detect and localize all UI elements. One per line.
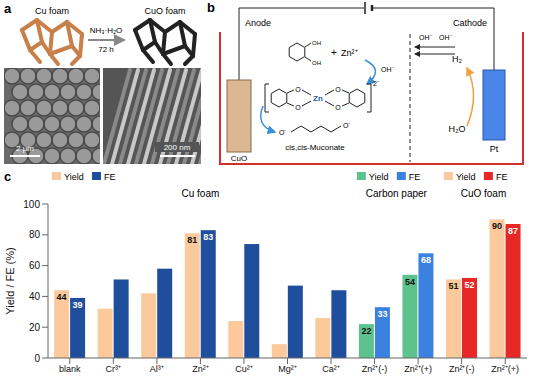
- svg-text:FE: FE: [409, 172, 421, 182]
- svg-text:39: 39: [73, 300, 83, 310]
- svg-text:81: 81: [187, 235, 197, 245]
- svg-text:FE: FE: [104, 172, 116, 182]
- svg-text:72 h: 72 h: [98, 45, 114, 54]
- svg-text:O⁻: O⁻: [343, 122, 351, 129]
- svg-text:O: O: [295, 86, 301, 93]
- svg-text:44: 44: [57, 292, 67, 302]
- svg-text:Anode: Anode: [245, 18, 271, 28]
- svg-text:Yield: Yield: [64, 172, 84, 182]
- svg-text:Zn²⁺(-): Zn²⁺(-): [362, 364, 388, 374]
- svg-text:O: O: [335, 104, 341, 111]
- svg-text:Cr³⁺: Cr³⁺: [106, 364, 122, 374]
- svg-text:a: a: [4, 1, 12, 16]
- svg-text:Carbon paper: Carbon paper: [366, 188, 428, 199]
- svg-text:Mg²⁺: Mg²⁺: [278, 364, 297, 374]
- svg-text:OH⁻: OH⁻: [419, 34, 433, 41]
- svg-text:Yield: Yield: [456, 172, 476, 182]
- svg-text:O⁻: O⁻: [279, 129, 287, 136]
- svg-text:CuO: CuO: [231, 154, 247, 163]
- svg-text:O: O: [335, 86, 341, 93]
- svg-text:O: O: [295, 104, 301, 111]
- svg-text:OH⁻: OH⁻: [381, 66, 395, 73]
- svg-text:OH: OH: [312, 40, 321, 46]
- svg-text:Zn²⁺: Zn²⁺: [192, 364, 209, 374]
- svg-text:NH₃·H₂O: NH₃·H₂O: [90, 26, 123, 35]
- svg-text:Cu foam: Cu foam: [35, 6, 69, 16]
- svg-text:Zn²⁺(+): Zn²⁺(+): [491, 364, 519, 374]
- svg-text:OH⁻: OH⁻: [439, 34, 453, 41]
- svg-text:OH: OH: [312, 60, 321, 66]
- svg-text:c: c: [4, 169, 11, 184]
- svg-text:Zn: Zn: [313, 94, 323, 103]
- svg-text:22: 22: [361, 326, 371, 336]
- svg-text:Cu²⁺: Cu²⁺: [235, 364, 253, 374]
- svg-text:52: 52: [464, 280, 474, 290]
- svg-text:90: 90: [492, 221, 502, 231]
- svg-text:+: +: [331, 47, 337, 58]
- svg-text:Ca²⁺: Ca²⁺: [322, 364, 340, 374]
- svg-text:Zn²⁺(+): Zn²⁺(+): [404, 364, 432, 374]
- svg-text:Al³⁺: Al³⁺: [150, 364, 164, 374]
- svg-text:blank: blank: [59, 364, 81, 374]
- svg-text:68: 68: [421, 255, 431, 265]
- svg-text:FE: FE: [496, 172, 508, 182]
- svg-text:Cathode: Cathode: [453, 18, 487, 28]
- svg-text:80: 80: [29, 229, 41, 240]
- svg-text:2 μm: 2 μm: [16, 144, 34, 153]
- svg-text:87: 87: [508, 226, 518, 236]
- svg-text:100: 100: [23, 199, 40, 210]
- svg-text:CuO foam: CuO foam: [461, 188, 507, 199]
- svg-text:51: 51: [448, 281, 458, 291]
- svg-text:cis,cis-Muconate: cis,cis-Muconate: [285, 143, 345, 152]
- svg-text:54: 54: [405, 277, 415, 287]
- svg-text:60: 60: [29, 260, 41, 271]
- svg-text:83: 83: [203, 232, 213, 242]
- svg-text:200 nm: 200 nm: [164, 143, 191, 152]
- svg-text:0: 0: [34, 353, 40, 364]
- svg-text:2⁻: 2⁻: [373, 80, 380, 87]
- svg-text:20: 20: [29, 322, 41, 333]
- svg-text:Zn²⁺(-): Zn²⁺(-): [449, 364, 475, 374]
- svg-text:Yield: Yield: [369, 172, 389, 182]
- svg-text:H₂: H₂: [452, 54, 462, 64]
- svg-text:Cu foam: Cu foam: [182, 188, 220, 199]
- svg-text:H₂O: H₂O: [449, 124, 466, 134]
- svg-text:Pt: Pt: [490, 144, 499, 154]
- svg-text:40: 40: [29, 291, 41, 302]
- svg-text:b: b: [207, 0, 215, 15]
- svg-text:Zn²⁺: Zn²⁺: [341, 48, 358, 58]
- svg-text:CuO foam: CuO foam: [144, 6, 185, 16]
- svg-text:33: 33: [377, 309, 387, 319]
- svg-text:Yield / FE (%): Yield / FE (%): [4, 247, 16, 314]
